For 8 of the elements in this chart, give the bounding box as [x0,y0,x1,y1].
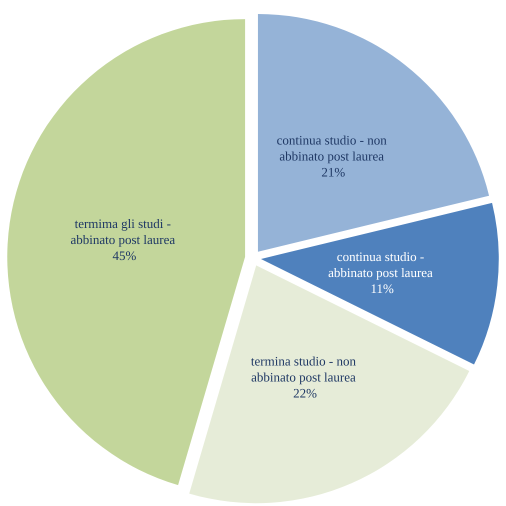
data-label: 22% [293,386,318,401]
data-label: 21% [321,164,346,180]
slice-label: termina studio - non abbinato post laurea [250,354,360,385]
slice-label: continua studio - non abbinato post laurea [276,132,390,164]
slice-label: termima gli studi - abbinato post laurea [70,216,178,248]
slice-label: continua studio - abbinato post laurea [328,248,436,280]
data-label: 11% [370,280,394,296]
data-label: 45% [112,248,136,264]
